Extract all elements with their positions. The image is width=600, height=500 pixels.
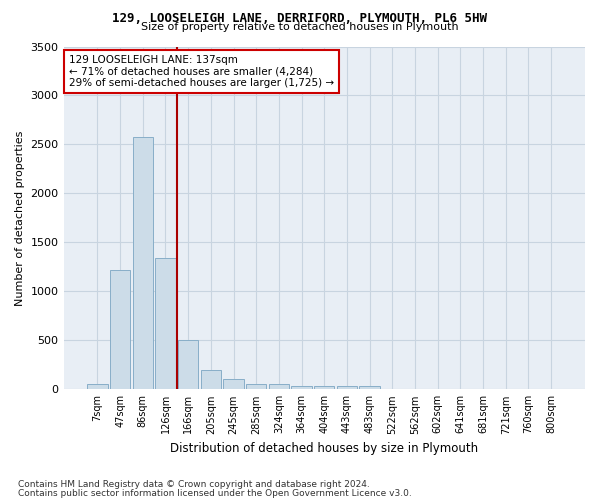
Bar bbox=[269, 384, 289, 390]
Bar bbox=[292, 386, 312, 390]
Bar bbox=[133, 136, 153, 390]
Bar bbox=[246, 384, 266, 390]
Bar bbox=[110, 270, 130, 390]
Text: Contains HM Land Registry data © Crown copyright and database right 2024.: Contains HM Land Registry data © Crown c… bbox=[18, 480, 370, 489]
Bar bbox=[87, 384, 107, 390]
Text: 129, LOOSELEIGH LANE, DERRIFORD, PLYMOUTH, PL6 5HW: 129, LOOSELEIGH LANE, DERRIFORD, PLYMOUT… bbox=[113, 12, 487, 26]
Text: Contains public sector information licensed under the Open Government Licence v3: Contains public sector information licen… bbox=[18, 488, 412, 498]
Bar bbox=[155, 258, 176, 390]
Bar bbox=[178, 340, 199, 390]
Text: 129 LOOSELEIGH LANE: 137sqm
← 71% of detached houses are smaller (4,284)
29% of : 129 LOOSELEIGH LANE: 137sqm ← 71% of det… bbox=[69, 55, 334, 88]
Bar bbox=[223, 379, 244, 390]
Bar bbox=[200, 370, 221, 390]
Bar bbox=[359, 386, 380, 390]
Text: Size of property relative to detached houses in Plymouth: Size of property relative to detached ho… bbox=[141, 22, 459, 32]
Bar bbox=[314, 386, 334, 390]
Y-axis label: Number of detached properties: Number of detached properties bbox=[15, 130, 25, 306]
Bar bbox=[337, 386, 357, 390]
X-axis label: Distribution of detached houses by size in Plymouth: Distribution of detached houses by size … bbox=[170, 442, 478, 455]
